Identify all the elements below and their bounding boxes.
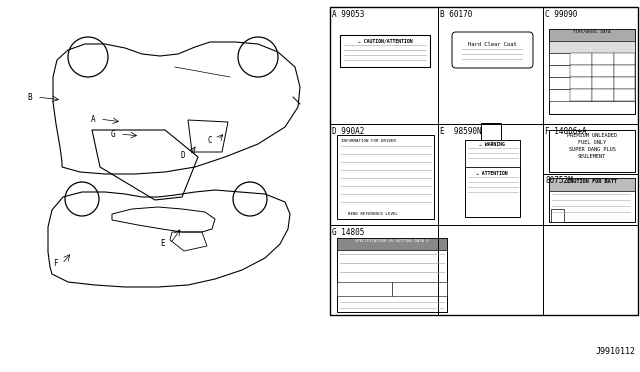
Text: FUEL ONLY: FUEL ONLY	[578, 140, 606, 145]
Text: F: F	[52, 260, 58, 269]
Bar	[570, 65, 592, 77]
Bar	[337, 238, 447, 312]
Text: TIRE/WHEEL DATA: TIRE/WHEEL DATA	[573, 30, 611, 34]
Text: J9910112: J9910112	[596, 347, 636, 356]
Text: E  98590N: E 98590N	[440, 127, 482, 136]
Bar	[614, 65, 635, 77]
Text: SEULEMENT: SEULEMENT	[578, 154, 606, 159]
Bar	[337, 135, 434, 219]
Text: ⚠ CAUTION/ATTENTION: ⚠ CAUTION/ATTENTION	[358, 38, 412, 43]
Bar	[337, 238, 447, 250]
Text: G 14805: G 14805	[332, 228, 364, 237]
Bar	[549, 65, 635, 77]
Text: F 14806+A: F 14806+A	[545, 127, 587, 136]
Bar	[549, 178, 635, 191]
Bar	[392, 282, 447, 296]
Text: SUPER DANG PLUS: SUPER DANG PLUS	[568, 147, 616, 152]
Bar	[592, 77, 614, 89]
Bar	[549, 178, 635, 222]
Text: A: A	[91, 115, 95, 124]
Bar	[614, 77, 635, 89]
Bar	[549, 29, 635, 114]
Bar	[614, 89, 635, 101]
Bar	[570, 53, 592, 65]
Bar	[549, 29, 635, 41]
Text: B 60170: B 60170	[440, 10, 472, 19]
Bar	[465, 140, 520, 167]
Bar	[481, 123, 501, 140]
Text: SPECIFICATION OR SETTING DATA S: SPECIFICATION OR SETTING DATA S	[355, 239, 429, 243]
Bar	[549, 53, 635, 65]
Bar	[549, 130, 635, 172]
Text: PREMIUM UNLEADED: PREMIUM UNLEADED	[567, 133, 617, 138]
Text: B: B	[28, 93, 32, 102]
Bar	[570, 89, 592, 101]
Text: G: G	[111, 129, 115, 138]
Text: 80752M: 80752M	[545, 176, 573, 185]
Text: ⚠ WARNING: ⚠ WARNING	[479, 142, 505, 147]
Bar	[570, 77, 592, 89]
Bar	[549, 41, 635, 53]
Bar	[337, 282, 392, 296]
Bar	[549, 89, 635, 101]
Text: C: C	[208, 135, 212, 144]
Text: INFORMATION FOR DRIVER: INFORMATION FOR DRIVER	[341, 139, 396, 143]
Bar	[465, 140, 520, 217]
Bar	[592, 89, 614, 101]
Bar	[592, 53, 614, 65]
Bar	[614, 53, 635, 65]
Text: E: E	[161, 240, 165, 248]
Bar	[549, 77, 635, 89]
Text: D 990A2: D 990A2	[332, 127, 364, 136]
Text: Hard Clear Coat: Hard Clear Coat	[468, 42, 516, 47]
Text: C 99090: C 99090	[545, 10, 577, 19]
Text: ⚠ ATTENTION: ⚠ ATTENTION	[476, 171, 508, 176]
Text: D: D	[180, 151, 186, 160]
Text: A 99053: A 99053	[332, 10, 364, 19]
Bar	[340, 35, 430, 67]
FancyBboxPatch shape	[452, 32, 533, 68]
Text: BEND REFERENCE LEVEL: BEND REFERENCE LEVEL	[348, 212, 398, 216]
Bar	[330, 7, 638, 315]
Bar	[592, 65, 614, 77]
Text: CAUTION FOR BATT: CAUTION FOR BATT	[567, 179, 617, 184]
Bar	[551, 209, 564, 222]
